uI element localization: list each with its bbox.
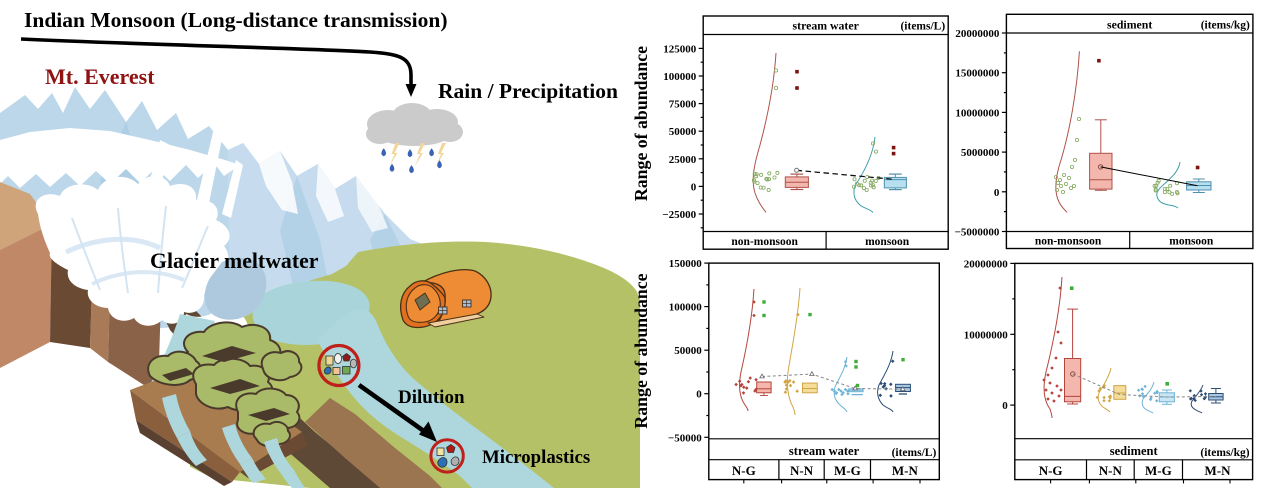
- svg-text:(items/L): (items/L): [900, 21, 945, 33]
- svg-text:15000000: 15000000: [955, 68, 1000, 80]
- svg-text:100000: 100000: [669, 302, 703, 314]
- svg-text:Microplastics: Microplastics: [482, 447, 590, 468]
- svg-text:M-N: M-N: [1205, 463, 1232, 478]
- svg-text:Range of abundance: Range of abundance: [631, 46, 651, 201]
- svg-text:(items/kg): (items/kg): [1200, 447, 1249, 459]
- svg-text:−25000: −25000: [662, 209, 696, 221]
- svg-text:M-G: M-G: [1145, 463, 1172, 478]
- svg-text:0: 0: [1002, 400, 1008, 412]
- svg-text:−50000: −50000: [668, 432, 702, 444]
- svg-text:(items/L): (items/L): [892, 447, 937, 459]
- svg-text:150000: 150000: [669, 258, 703, 270]
- svg-text:N-G: N-G: [732, 463, 756, 478]
- svg-text:M-G: M-G: [834, 463, 861, 478]
- svg-text:N-N: N-N: [790, 463, 814, 478]
- svg-text:Rain / Precipitation: Rain / Precipitation: [438, 79, 618, 103]
- svg-text:stream water: stream water: [789, 444, 860, 458]
- svg-text:10000000: 10000000: [955, 107, 1000, 119]
- svg-text:Glacier meltwater: Glacier meltwater: [150, 249, 319, 273]
- svg-text:25000: 25000: [669, 154, 697, 166]
- svg-text:non-monsoon: non-monsoon: [1035, 236, 1102, 248]
- svg-text:5000000: 5000000: [961, 147, 1000, 159]
- svg-text:(items/kg): (items/kg): [1201, 20, 1250, 32]
- svg-text:non-monsoon: non-monsoon: [731, 236, 798, 248]
- svg-text:125000: 125000: [663, 43, 697, 55]
- svg-text:Range of abundance: Range of abundance: [631, 273, 651, 428]
- svg-text:50000: 50000: [674, 345, 702, 357]
- svg-text:monsoon: monsoon: [1169, 236, 1214, 248]
- svg-text:0: 0: [691, 181, 697, 193]
- svg-text:N-N: N-N: [1099, 463, 1123, 478]
- svg-text:0: 0: [994, 187, 1000, 199]
- svg-text:10000000: 10000000: [964, 329, 1009, 341]
- svg-text:20000000: 20000000: [964, 258, 1009, 270]
- svg-text:sediment: sediment: [1107, 18, 1152, 32]
- svg-text:N-G: N-G: [1039, 463, 1063, 478]
- svg-text:−5000000: −5000000: [955, 227, 1000, 239]
- svg-text:Mt. Everest: Mt. Everest: [45, 64, 155, 89]
- svg-text:0: 0: [696, 389, 702, 401]
- svg-text:100000: 100000: [663, 71, 697, 83]
- svg-text:Dilution: Dilution: [398, 387, 465, 408]
- svg-text:20000000: 20000000: [955, 28, 1000, 40]
- svg-text:50000: 50000: [669, 126, 697, 138]
- svg-text:M-N: M-N: [892, 463, 919, 478]
- svg-text:stream water: stream water: [793, 19, 859, 33]
- svg-text:Indian Monsoon (Long-distance: Indian Monsoon (Long-distance transmissi…: [24, 8, 448, 32]
- svg-text:sediment: sediment: [1110, 444, 1159, 458]
- svg-text:75000: 75000: [669, 99, 697, 111]
- svg-text:monsoon: monsoon: [865, 236, 910, 248]
